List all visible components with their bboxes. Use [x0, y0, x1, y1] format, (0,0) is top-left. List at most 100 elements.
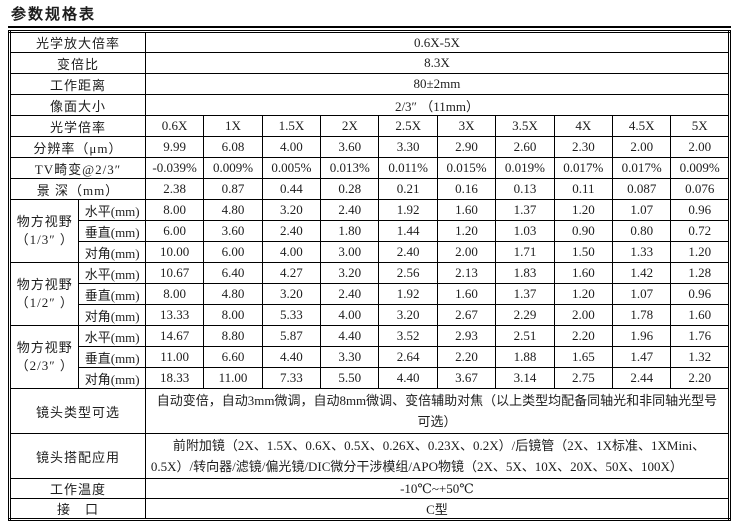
row-label: TV畸变@2/3″: [9, 157, 146, 179]
value-cell: 11.00: [203, 367, 263, 389]
value-cell: 0.28: [320, 178, 380, 200]
value-cell: 3.20: [261, 199, 322, 221]
value-cell: 2.20: [436, 346, 497, 368]
value-cell: 6.00: [203, 241, 263, 263]
value-cell: 2.29: [495, 304, 555, 326]
fov-group-title: 物方视野: [16, 340, 73, 356]
value-cell: 1.5X: [261, 115, 322, 137]
value-cell: 2.51: [495, 325, 555, 347]
value-cell: 2.40: [320, 199, 380, 221]
value-cell: 0.16: [436, 178, 497, 200]
row-label: 接 口: [9, 498, 146, 521]
row-label: 光学倍率: [9, 115, 146, 137]
value-cell: 1.78: [612, 304, 672, 326]
value-cell: 1.92: [378, 283, 438, 305]
table-row-fov23-vertical: 垂直(mm) 11.00 6.60 4.40 3.30 2.64 2.20 1.88 1.65…: [10, 346, 730, 368]
value-cell: 2.40: [378, 241, 438, 263]
value-cell: 0.076: [670, 178, 730, 200]
row-label: 工作温度: [9, 478, 146, 500]
value-cell: 4.40: [378, 367, 438, 389]
value-cell: 4.00: [261, 136, 322, 158]
row-sublabel: 水平(mm): [78, 325, 146, 347]
value-cell: 1.20: [670, 241, 730, 263]
value-cell: 0.44: [261, 178, 322, 200]
value-cell: 0.72: [670, 220, 730, 242]
table-row-lens-types: 镜头类型可选 自动变倍，自动3mm微调，自动8mm微调、变倍辅助对焦（以上类型均…: [9, 387, 731, 435]
table-row-fov12-horizontal: 物方视野 （1/2″ ） 水平(mm) 10.67 6.40 4.27 3.20 2.5…: [8, 262, 730, 326]
value-cell: 1.47: [612, 346, 672, 368]
value-cell: 1.07: [612, 199, 672, 221]
value-cell: 6.08: [203, 136, 263, 158]
value-cell: 1.80: [320, 220, 380, 242]
value-cell: 8.80: [203, 325, 263, 347]
fov-group-label-1-3: 物方视野 （1/3″ ）: [8, 199, 80, 263]
row-label: 工作距离: [9, 73, 146, 95]
row-value: 8.3X: [144, 52, 731, 74]
row-label: 镜头类型可选: [9, 387, 146, 435]
value-cell: 1.44: [378, 220, 438, 242]
row-label: 镜头搭配应用: [9, 433, 146, 480]
value-cell: 0.013%: [320, 157, 380, 179]
value-cell: 2.90: [436, 136, 497, 158]
row-label: 分辨率（μm）: [9, 136, 146, 158]
table-row-fov12-vertical: 垂直(mm) 8.00 4.80 3.20 2.40 1.92 1.60 1.37 1.20 1…: [10, 283, 730, 305]
row-value: -10℃~+50℃: [144, 478, 731, 500]
table-row-depth-of-field: 景 深（mm） 2.38 0.87 0.44 0.28 0.21 0.16 0.13 0.11…: [9, 178, 730, 200]
value-cell: 3X: [436, 115, 497, 137]
value-cell: 2.13: [436, 262, 497, 284]
table-row-optical-magnification: 光学放大倍率 0.6X-5X: [9, 31, 731, 53]
value-cell: 0.005%: [261, 157, 322, 179]
row-sublabel: 水平(mm): [78, 262, 146, 284]
value-cell: 4.80: [203, 199, 263, 221]
value-cell: 4X: [553, 115, 614, 137]
value-cell: 0.009%: [670, 157, 730, 179]
row-sublabel: 垂直(mm): [78, 346, 146, 368]
row-value: 80±2mm: [144, 73, 731, 95]
value-cell: 2.38: [144, 178, 205, 200]
value-cell: 6.60: [203, 346, 263, 368]
value-cell: 10.00: [144, 241, 205, 263]
table-row-operating-temperature: 工作温度 -10℃~+50℃: [9, 478, 731, 500]
row-value: 0.6X-5X: [144, 31, 731, 53]
value-cell: 1.37: [495, 199, 555, 221]
value-cell: 4.40: [320, 325, 380, 347]
row-sublabel: 对角(mm): [78, 367, 146, 389]
table-row-working-distance: 工作距离 80±2mm: [9, 73, 731, 95]
value-cell: 5.50: [320, 367, 380, 389]
value-cell: 6.00: [144, 220, 205, 242]
value-cell: 2.00: [553, 304, 614, 326]
value-cell: 1.32: [670, 346, 730, 368]
value-cell: 5.87: [261, 325, 322, 347]
fov-group-title: 物方视野: [16, 277, 73, 293]
value-cell: 1.65: [553, 346, 614, 368]
value-cell: 4.5X: [612, 115, 672, 137]
value-cell: 1.88: [495, 346, 555, 368]
value-cell: 2.93: [436, 325, 497, 347]
value-cell: 0.6X: [144, 115, 205, 137]
value-cell: 0.90: [553, 220, 614, 242]
value-cell: 6.40: [203, 262, 263, 284]
value-cell: 18.33: [144, 367, 205, 389]
row-sublabel: 垂直(mm): [78, 220, 146, 242]
value-cell: 1.37: [495, 283, 555, 305]
value-cell: 1.76: [670, 325, 730, 347]
row-value: C型: [144, 498, 731, 521]
spec-table: 光学放大倍率 0.6X-5X 变倍比 8.3X 工作距离 80±2mm 像面大小…: [8, 30, 731, 521]
value-cell: 1.83: [495, 262, 555, 284]
value-cell: 1.20: [436, 220, 497, 242]
value-cell: 2.30: [553, 136, 614, 158]
value-cell: 2.75: [553, 367, 614, 389]
value-cell: 8.00: [144, 199, 205, 221]
value-cell: 0.017%: [612, 157, 672, 179]
value-cell: 2.00: [670, 136, 730, 158]
value-cell: 9.99: [144, 136, 205, 158]
table-row-image-plane-size: 像面大小 2/3″ （11mm）: [9, 94, 731, 116]
value-cell: 3.5X: [495, 115, 555, 137]
value-cell: 10.67: [144, 262, 205, 284]
value-cell: 4.40: [261, 346, 322, 368]
value-cell: 1.20: [553, 199, 614, 221]
fov-group-size: （1/2″ ）: [15, 295, 74, 310]
row-label: 像面大小: [9, 94, 146, 116]
value-cell: 1.07: [612, 283, 672, 305]
